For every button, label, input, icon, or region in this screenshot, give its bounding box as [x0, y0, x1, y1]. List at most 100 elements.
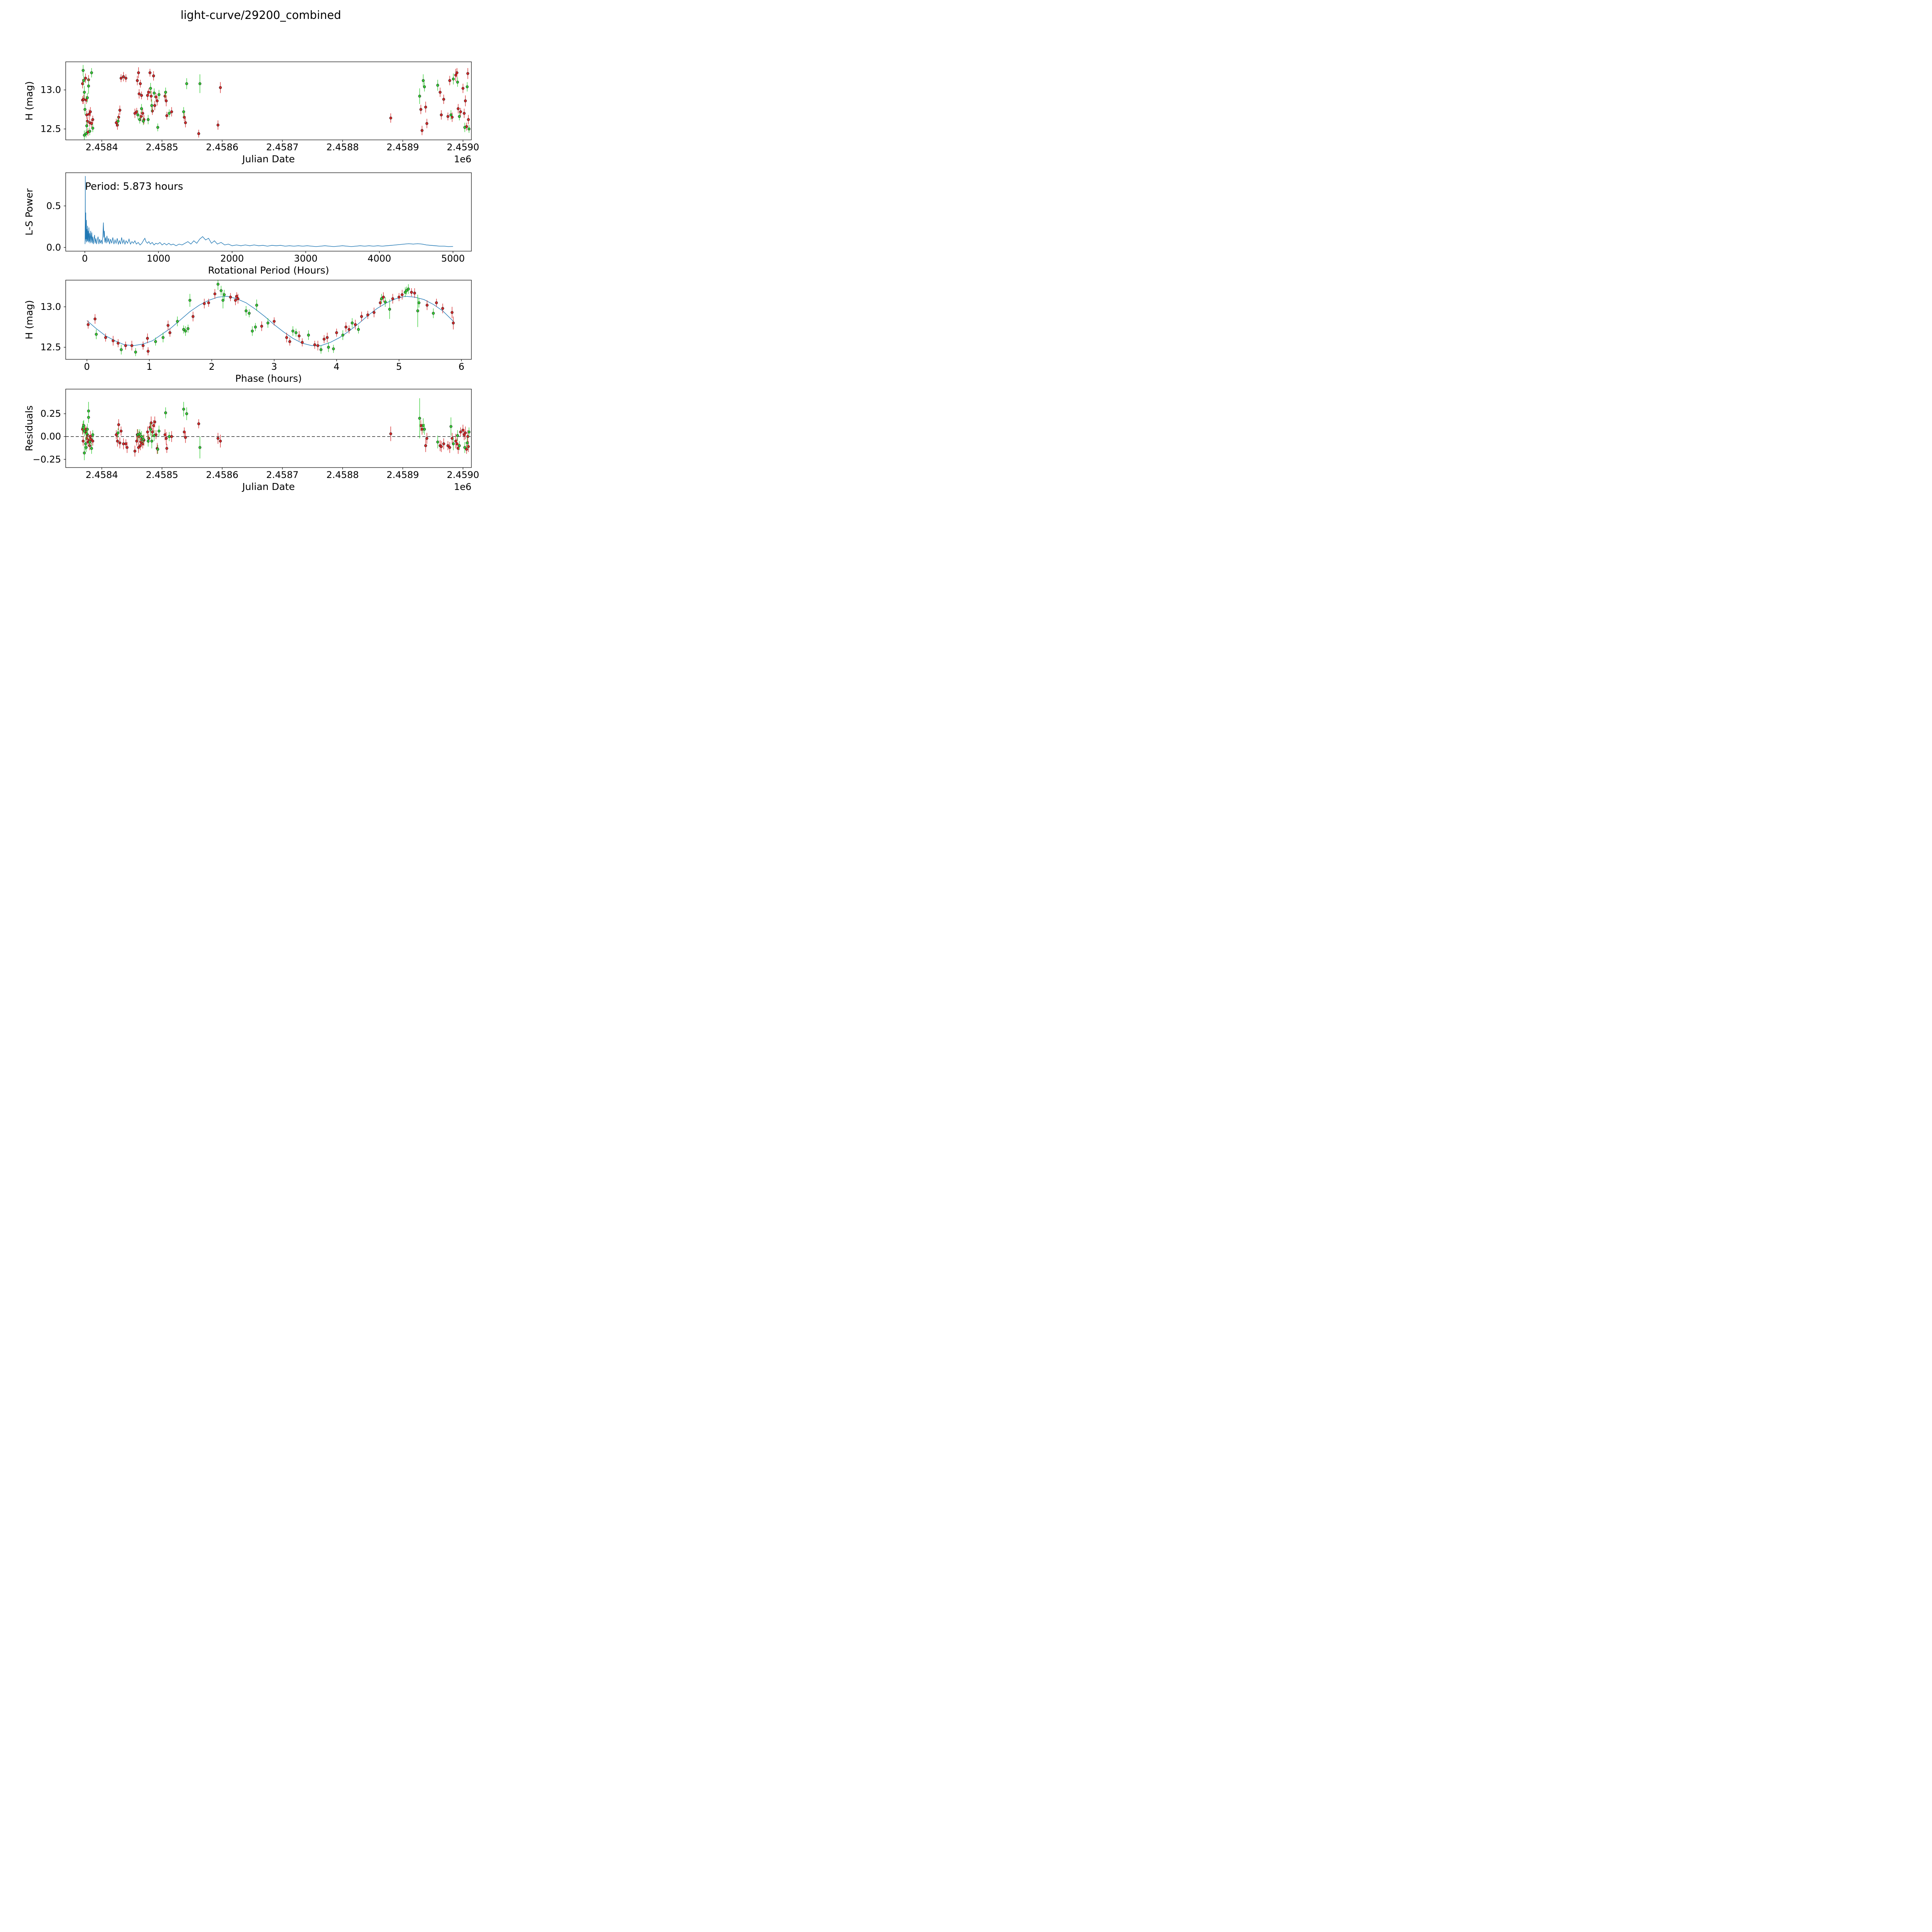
data-point	[323, 338, 326, 341]
x-tick-label: 0	[82, 253, 88, 264]
data-point	[124, 442, 128, 446]
data-point	[153, 434, 156, 437]
x-tick-label: 2.4588	[327, 142, 359, 153]
data-point	[285, 336, 288, 339]
x-axis-label: Phase (hours)	[235, 373, 302, 384]
data-point	[464, 431, 467, 435]
data-point	[455, 442, 459, 446]
y-tick-label: 0.0	[46, 242, 61, 253]
data-point	[219, 289, 223, 292]
data-point	[448, 79, 451, 82]
data-point	[182, 328, 185, 331]
data-point	[456, 434, 459, 437]
data-point	[90, 447, 93, 450]
data-point	[458, 444, 461, 447]
data-point	[183, 430, 186, 434]
data-point	[449, 113, 452, 117]
x-tick-label: 2	[209, 361, 214, 372]
data-point	[164, 411, 167, 415]
data-point	[149, 428, 152, 431]
y-axis-label: L-S Power	[24, 188, 35, 236]
data-point	[468, 430, 471, 434]
data-point	[118, 441, 121, 444]
x-axis-label: Rotational Period (Hours)	[208, 265, 329, 276]
data-point	[419, 108, 422, 111]
data-point	[440, 445, 443, 448]
data-point	[84, 77, 87, 80]
x-offset-text: 1e6	[454, 154, 471, 165]
y-axis-label: H (mag)	[24, 300, 35, 340]
data-point	[157, 93, 161, 96]
y-axis-label: Residuals	[24, 405, 35, 451]
data-point	[146, 430, 149, 434]
data-point	[219, 86, 222, 89]
data-point	[138, 118, 141, 121]
data-point	[216, 123, 219, 127]
data-point	[452, 321, 455, 325]
data-point	[147, 437, 150, 440]
x-tick-label: 5	[396, 361, 402, 372]
data-point	[294, 331, 298, 334]
y-tick-label: 13.0	[41, 85, 61, 95]
period-annotation: Period: 5.873 hours	[85, 181, 183, 192]
data-point	[83, 451, 86, 454]
x-tick-label: 5000	[441, 253, 465, 264]
data-point	[388, 308, 391, 311]
data-point	[91, 127, 94, 130]
data-point	[168, 435, 171, 438]
data-point	[234, 299, 237, 302]
data-point	[140, 94, 143, 97]
x-tick-label: 2000	[220, 253, 244, 264]
data-point	[124, 344, 127, 347]
data-point	[184, 436, 187, 439]
data-point	[416, 309, 419, 313]
data-point	[451, 116, 454, 119]
x-tick-label: 2.4587	[266, 469, 299, 480]
data-point	[116, 123, 119, 127]
series-red-observations	[81, 67, 470, 138]
data-point	[198, 446, 202, 449]
data-point	[436, 440, 439, 444]
data-point	[81, 82, 84, 85]
data-point	[354, 323, 357, 326]
data-point	[176, 320, 179, 323]
data-point	[459, 110, 462, 113]
panel-periodogram: 0 1000 2000 3000 4000 5000 0.0 0.5 Rotational Pe…	[24, 172, 472, 276]
data-point	[147, 91, 150, 94]
data-point	[94, 317, 97, 321]
data-point	[163, 95, 167, 98]
x-tick-label: 2.4589	[386, 469, 419, 480]
data-point	[423, 85, 426, 88]
data-point	[86, 96, 89, 99]
data-point	[165, 437, 168, 440]
data-point	[170, 435, 173, 438]
data-point	[191, 315, 195, 318]
data-point	[82, 69, 85, 72]
axes-box	[65, 172, 472, 252]
data-point	[266, 321, 270, 325]
data-point	[357, 328, 360, 331]
data-point	[420, 428, 423, 431]
data-point	[152, 74, 155, 78]
data-point	[124, 77, 128, 80]
data-point	[116, 431, 120, 435]
data-point	[157, 429, 161, 433]
data-point	[223, 293, 226, 296]
x-axis-label: Julian Date	[242, 153, 295, 165]
data-point	[461, 87, 464, 90]
data-point	[86, 428, 89, 431]
data-point	[466, 435, 469, 438]
data-point	[380, 297, 383, 300]
data-point	[442, 98, 446, 101]
data-point	[466, 72, 469, 75]
data-point	[219, 439, 222, 443]
data-point	[413, 291, 416, 295]
y-axis-label: H (mag)	[24, 81, 35, 121]
data-point	[391, 297, 395, 300]
plot-area-phased-lightcurve	[87, 280, 455, 356]
data-point	[152, 424, 155, 427]
y-tick-label: 13.0	[41, 301, 61, 312]
data-point	[449, 425, 452, 428]
data-point	[425, 304, 429, 307]
data-point	[91, 439, 94, 443]
